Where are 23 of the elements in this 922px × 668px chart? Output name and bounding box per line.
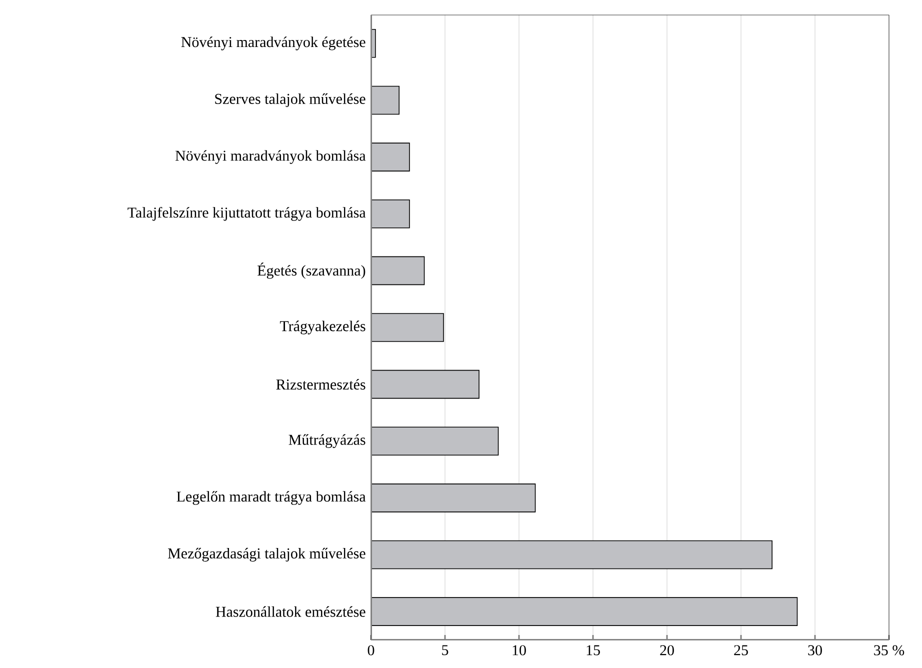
x-tick-label: 35 %	[874, 645, 904, 656]
y-tick-label: Talajfelszínre kijuttatott trágya bomlása	[128, 206, 366, 221]
x-tick-label: 0	[368, 645, 374, 656]
x-tick-label: 5	[442, 645, 448, 656]
x-tick-label: 10	[512, 645, 526, 656]
y-tick-label: Rizstermesztés	[276, 379, 366, 390]
bar	[371, 86, 400, 115]
y-tick-label: Trágyakezelés	[280, 320, 366, 334]
bar	[371, 256, 425, 286]
y-tick-label: Növényi maradványok bomlása	[175, 150, 366, 164]
x-tick-label: 25	[734, 645, 748, 656]
y-tick-label: Szerves talajok művelése	[215, 93, 366, 108]
x-tick-label: 20	[660, 645, 674, 656]
y-tick-label: Legelőn maradt trágya bomlása	[176, 491, 366, 505]
y-tick-label: Égetés (szavanna)	[258, 262, 366, 279]
y-tick-label: Mezőgazdasági talajok művelése	[168, 548, 366, 562]
bar	[371, 199, 410, 228]
y-tick-label: Növényi maradványok égetése	[181, 36, 366, 50]
bar	[371, 142, 410, 172]
y-tick-label: Műtrágyázás	[288, 434, 366, 448]
x-tick-label: 30	[808, 645, 822, 656]
y-tick-label: Haszonállatok emésztése	[216, 606, 366, 617]
x-tick-label: 15	[586, 645, 600, 656]
